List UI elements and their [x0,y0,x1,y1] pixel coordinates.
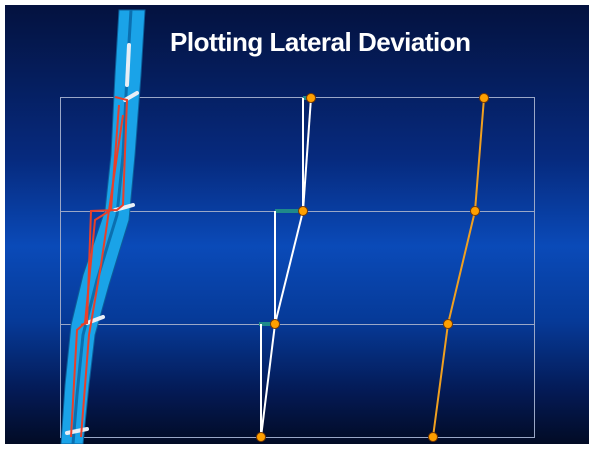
red-trace-upper [80,96,129,326]
construction-node-4 [256,432,266,442]
well-image-centerline [71,9,133,444]
deviation-node-4 [428,432,438,442]
diagonal-3 [260,323,276,438]
slide-title: Plotting Lateral Deviation [170,27,471,57]
deviation-profile [432,97,485,438]
deviation-node-3 [443,319,453,329]
deviation-node-1 [479,93,489,103]
well-image-strip-icon [60,9,146,444]
construction-lines [260,97,312,438]
diagonal-2 [274,210,304,325]
grid-frame [60,97,535,438]
construction-node-3 [270,319,280,329]
red-trace-inner [80,114,124,438]
deviation-node-2 [470,206,480,216]
slide: Plotting Lateral Deviation [5,5,589,444]
red-trace [70,96,129,438]
diagonal-1 [302,97,312,212]
construction-node-2 [298,206,308,216]
nodes [256,93,489,442]
construction-node-1 [306,93,316,103]
well-image-highlight [65,43,139,435]
lateral-deviation-diagram [60,9,535,444]
